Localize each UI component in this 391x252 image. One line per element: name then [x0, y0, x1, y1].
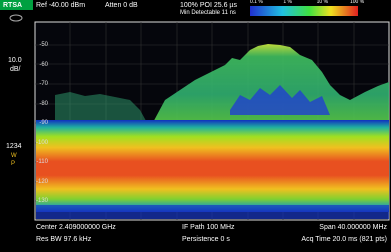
- y-axis-label: -90: [32, 120, 48, 126]
- spectrum-display: [0, 0, 391, 252]
- noise-floor: [36, 120, 389, 212]
- trace-number: 1234: [6, 143, 22, 150]
- min-detectable: Min Detectable 11 ns: [180, 10, 236, 16]
- legend-label: 1 %: [283, 0, 292, 5]
- attenuation: Atten 0 dB: [105, 2, 138, 9]
- y-axis-label: -110: [32, 159, 48, 165]
- legend-label: 100 %: [350, 0, 364, 5]
- if-path: IF Path 100 MHz: [182, 224, 235, 231]
- noise-tail: [36, 205, 389, 219]
- legend-label: 10 %: [317, 0, 328, 5]
- y-axis-label: -130: [32, 198, 48, 204]
- ref-level: Ref -40.00 dBm: [36, 2, 85, 9]
- acq-time: Acq Time 20.0 ms (821 pts): [301, 236, 387, 243]
- mode-label: RTSA: [3, 2, 22, 9]
- scale-unit: dB/: [10, 66, 21, 73]
- center-freq: Center 2.409000000 GHz: [36, 224, 116, 231]
- y-axis-label: -120: [32, 179, 48, 185]
- persistence: Persistence 0 s: [182, 236, 230, 243]
- y-axis-label: -70: [32, 81, 48, 87]
- marker-p: P: [11, 161, 15, 167]
- span: Span 40.000000 MHz: [319, 224, 387, 231]
- legend-label: 0.1 %: [250, 0, 263, 5]
- res-bw: Res BW 97.6 kHz: [36, 236, 91, 243]
- y-axis-label: -80: [32, 101, 48, 107]
- marker-w: W: [11, 153, 17, 159]
- y-axis-label: -60: [32, 62, 48, 68]
- poi: 100% POI 25.6 µs: [180, 2, 237, 9]
- knob-icon: [10, 15, 22, 21]
- y-axis-label: -50: [32, 42, 48, 48]
- y-axis-label: -100: [32, 140, 48, 146]
- analyzer-screen: RTSA Ref -40.00 dBm Atten 0 dB 100% POI …: [0, 0, 391, 252]
- persistence-legend-bar: [250, 6, 358, 16]
- scale-value: 10.0: [8, 57, 22, 64]
